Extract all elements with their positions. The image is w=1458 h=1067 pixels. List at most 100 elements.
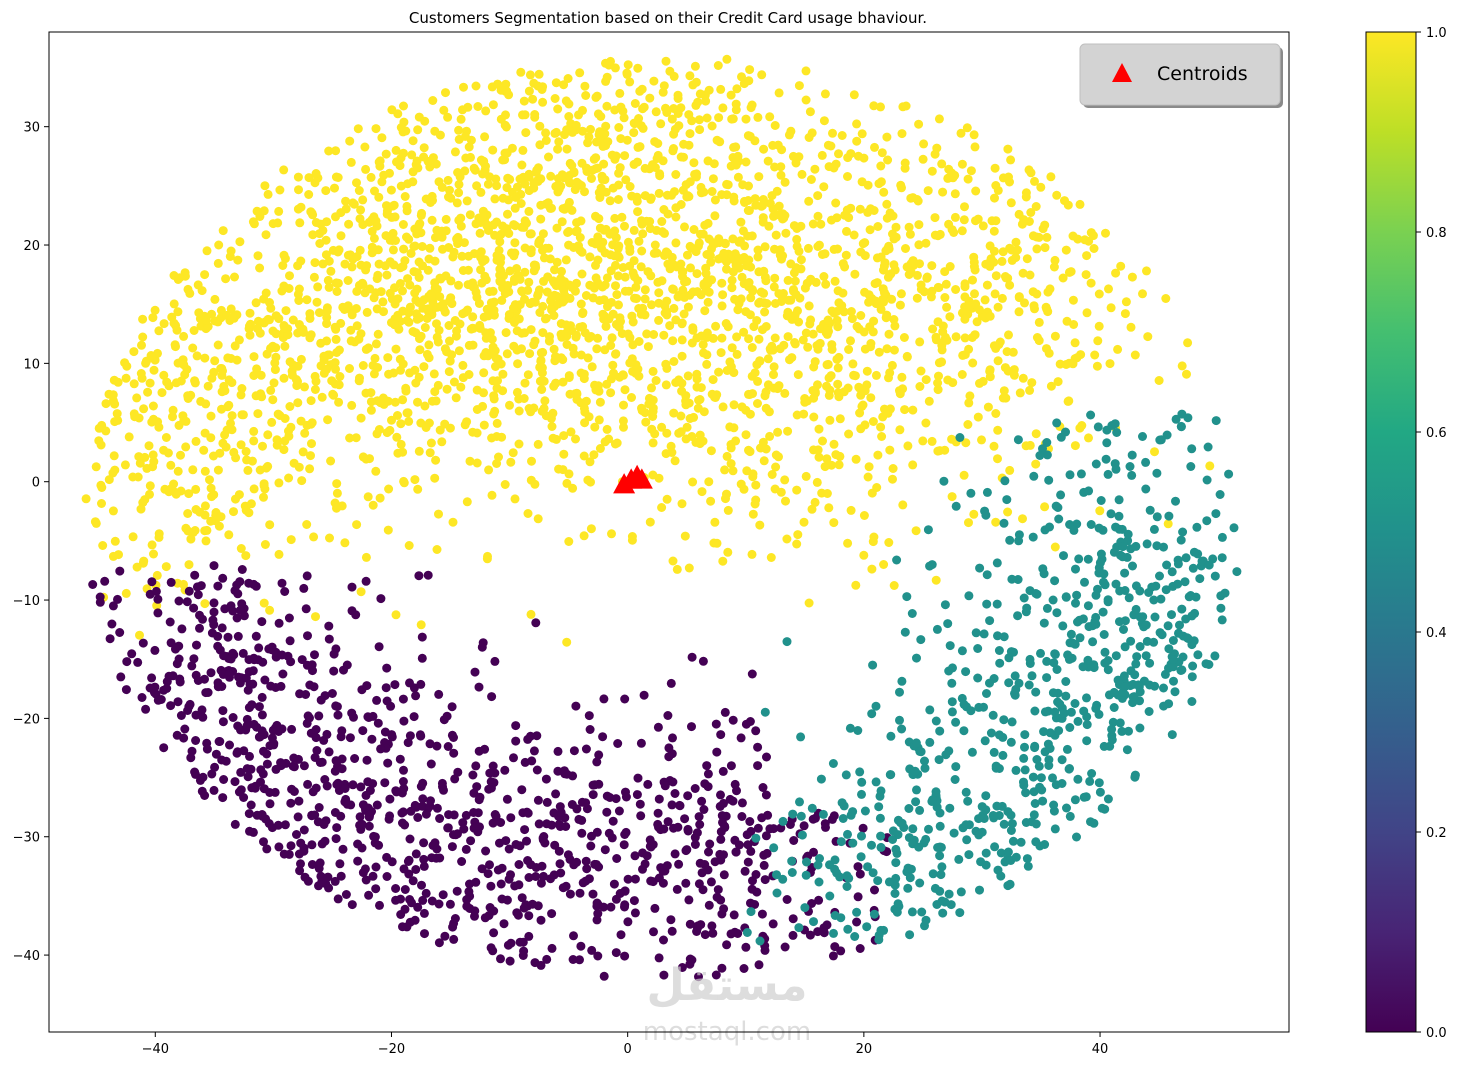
scatter-point <box>1115 718 1125 728</box>
scatter-point <box>223 632 233 642</box>
scatter-point <box>964 591 974 601</box>
scatter-point <box>1108 717 1118 727</box>
scatter-point <box>767 191 777 201</box>
scatter-point <box>882 310 892 320</box>
scatter-point <box>525 70 535 80</box>
scatter-point <box>454 125 464 135</box>
scatter-point <box>699 187 709 197</box>
scatter-point <box>249 371 259 380</box>
scatter-point <box>226 304 236 314</box>
scatter-point <box>1083 601 1093 611</box>
scatter-point <box>330 766 340 776</box>
scatter-point <box>712 747 722 757</box>
scatter-point <box>874 802 884 812</box>
scatter-point <box>793 530 803 540</box>
scatter-point <box>816 774 826 784</box>
scatter-point <box>608 360 618 370</box>
scatter-point <box>692 287 702 297</box>
scatter-point <box>1071 564 1080 574</box>
scatter-point <box>1030 743 1040 753</box>
scatter-point <box>1211 416 1221 426</box>
scatter-point <box>578 309 588 319</box>
scatter-point <box>95 597 105 607</box>
scatter-point <box>630 908 640 918</box>
scatter-point <box>352 286 362 296</box>
scatter-point <box>529 746 539 756</box>
scatter-point <box>371 862 381 872</box>
scatter-point <box>275 185 285 195</box>
scatter-point <box>652 248 662 258</box>
scatter-point <box>385 257 395 267</box>
scatter-point <box>1006 647 1016 657</box>
scatter-point <box>233 589 243 599</box>
scatter-point <box>511 721 521 731</box>
scatter-point <box>868 868 878 878</box>
scatter-point <box>876 422 886 432</box>
scatter-point <box>384 484 394 494</box>
scatter-point <box>382 872 392 881</box>
scatter-point <box>361 552 371 562</box>
scatter-point <box>524 873 534 882</box>
scatter-point <box>843 383 853 393</box>
scatter-point <box>1042 344 1051 354</box>
scatter-point <box>800 283 810 293</box>
scatter-point <box>769 362 779 372</box>
scatter-point <box>620 694 630 704</box>
scatter-point <box>363 777 373 787</box>
scatter-point <box>417 242 427 251</box>
scatter-point <box>263 189 273 199</box>
scatter-point <box>629 225 639 235</box>
scatter-point <box>537 406 547 416</box>
scatter-point <box>962 123 972 133</box>
scatter-point <box>835 414 845 424</box>
scatter-point <box>261 230 271 240</box>
scatter-point <box>728 796 738 806</box>
scatter-point <box>474 746 484 756</box>
scatter-point <box>814 452 824 462</box>
scatter-point <box>561 328 571 338</box>
scatter-point <box>464 142 474 152</box>
scatter-point <box>549 808 559 818</box>
scatter-point <box>773 384 783 394</box>
scatter-point <box>547 943 557 953</box>
scatter-point <box>149 549 158 559</box>
scatter-point <box>699 279 709 289</box>
scatter-point <box>977 802 987 812</box>
scatter-point <box>336 871 346 881</box>
scatter-point <box>696 331 706 341</box>
scatter-point <box>310 258 320 268</box>
scatter-point <box>242 455 252 465</box>
scatter-point <box>451 830 461 840</box>
scatter-point <box>1007 717 1017 727</box>
scatter-point <box>951 501 961 511</box>
scatter-point <box>1050 824 1060 834</box>
scatter-point <box>732 84 742 94</box>
scatter-point <box>1220 588 1230 598</box>
scatter-point <box>315 858 325 868</box>
scatter-point <box>744 278 754 287</box>
scatter-point <box>534 69 544 79</box>
scatter-point <box>241 447 251 456</box>
scatter-point <box>305 309 315 319</box>
scatter-point <box>279 849 289 859</box>
scatter-point <box>1061 360 1071 369</box>
scatter-point <box>1109 688 1119 697</box>
scatter-point <box>1098 607 1108 617</box>
scatter-point <box>653 819 663 829</box>
scatter-point <box>410 915 420 925</box>
scatter-point <box>708 238 718 248</box>
scatter-point <box>257 710 267 720</box>
scatter-point <box>479 368 489 378</box>
scatter-point <box>659 970 669 980</box>
scatter-point <box>1053 377 1063 387</box>
scatter-point <box>763 354 773 364</box>
scatter-point <box>944 889 954 899</box>
scatter-point <box>232 613 242 623</box>
scatter-point <box>851 580 861 590</box>
scatter-point <box>1156 594 1166 604</box>
scatter-point <box>147 540 157 550</box>
scatter-point <box>398 359 408 369</box>
scatter-point <box>770 273 780 283</box>
scatter-point <box>642 329 652 339</box>
scatter-point <box>311 376 321 386</box>
